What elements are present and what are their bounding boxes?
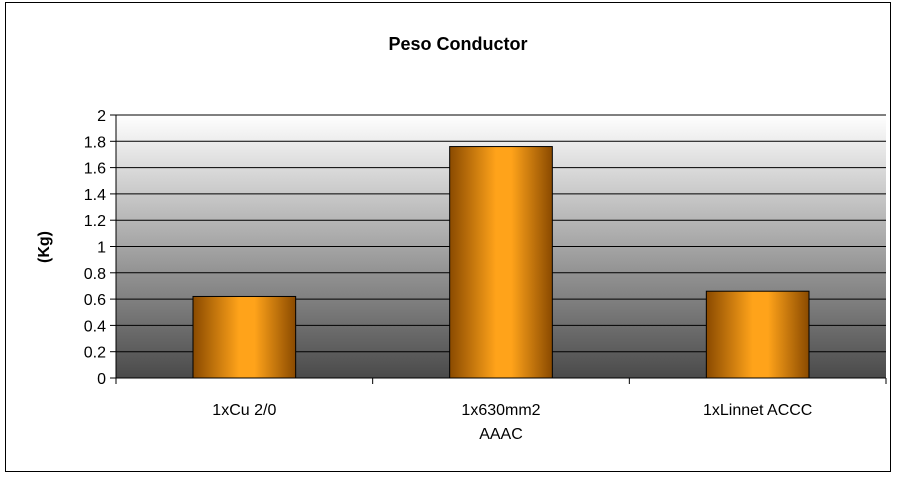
- axes: [110, 114, 887, 384]
- bar: [192, 295, 297, 379]
- y-tick-label: 1: [97, 240, 106, 257]
- x-tick-labels: 1xCu 2/0 1x630mm2 AAAC 1xLinnet ACCC: [212, 402, 812, 443]
- bar: [449, 146, 553, 379]
- y-tick-label: 1.6: [84, 161, 106, 178]
- y-tick-label: 0.4: [84, 318, 106, 335]
- x-tick-label: 1xLinnet ACCC: [703, 402, 812, 419]
- y-tick-label: 1.8: [84, 134, 106, 151]
- y-axis-label: (Kg): [36, 231, 53, 263]
- y-tick-label: 0.2: [84, 345, 106, 362]
- y-tick-label: 1.4: [84, 187, 106, 204]
- y-tick-labels: 0 0.2 0.4 0.6 0.8 1 1.2 1.4 1.6 1.8 2: [84, 108, 106, 388]
- y-tick-label: 1.2: [84, 213, 106, 230]
- x-tick-label: AAAC: [479, 426, 523, 443]
- y-tick-label: 2: [97, 108, 106, 125]
- bar: [705, 290, 810, 379]
- bars: [192, 146, 810, 379]
- chart-title: Peso Conductor: [388, 34, 527, 54]
- y-tick-label: 0: [97, 371, 106, 388]
- x-tick-label: 1xCu 2/0: [212, 402, 276, 419]
- x-tick-label: 1x630mm2: [461, 402, 540, 419]
- y-tick-label: 0.8: [84, 266, 106, 283]
- y-tick-label: 0.6: [84, 292, 106, 309]
